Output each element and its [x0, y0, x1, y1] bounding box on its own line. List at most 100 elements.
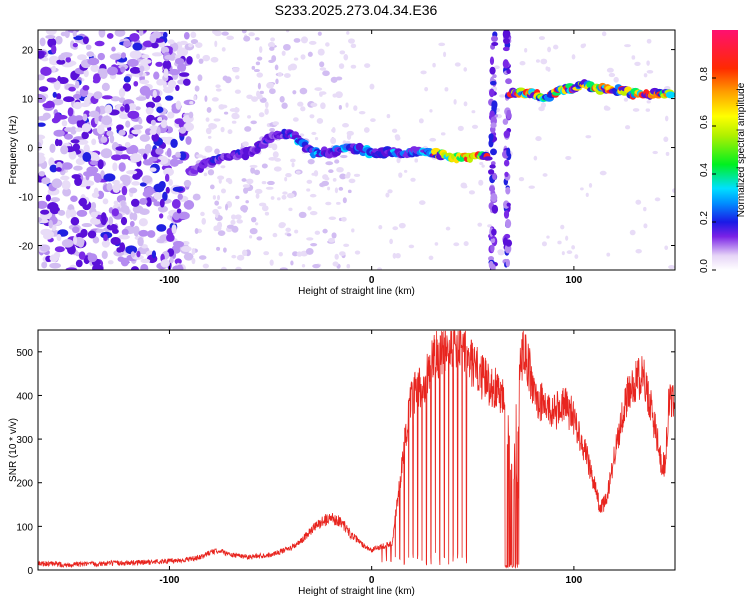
spectrogram-blob — [225, 177, 232, 183]
spectrogram-blob — [392, 226, 399, 231]
spectrogram-blob — [243, 187, 249, 194]
spectrogram-blob — [142, 159, 153, 166]
spectrogram-blob — [557, 240, 562, 245]
spectrogram-blob — [103, 173, 116, 182]
spectrogram-blob — [645, 108, 651, 112]
spectrogram-ytick-label: 20 — [22, 46, 34, 57]
spectrogram-blob — [44, 230, 55, 239]
spectrogram-blob — [429, 109, 433, 113]
spectrogram-blob — [73, 165, 83, 171]
spectrogram-blob — [322, 70, 330, 77]
spectrogram-blob — [652, 150, 658, 155]
spectrogram-blob — [663, 136, 669, 143]
spectrogram-blob — [209, 123, 218, 129]
spectrogram-blob — [177, 63, 187, 72]
spectrogram-blob — [503, 210, 510, 219]
spectrogram-blob — [205, 117, 210, 122]
spectrogram-blob — [263, 251, 270, 256]
spectrogram-blob — [646, 100, 651, 104]
spectrogram-blob — [272, 121, 279, 126]
spectrogram-blob — [463, 101, 468, 107]
snr-ytick-label: 300 — [16, 435, 33, 446]
spectrogram-blob — [420, 70, 427, 75]
spectrogram-blob — [150, 119, 157, 126]
spectrogram-blob — [217, 194, 221, 201]
spectrogram-blob — [341, 216, 347, 222]
spectrogram-blob — [171, 198, 181, 209]
spectrogram-blob — [668, 265, 675, 270]
spectrogram-blob — [504, 171, 509, 178]
spectrogram-blob — [606, 67, 614, 73]
spectrogram-blob — [162, 59, 172, 70]
spectrogram-blob — [308, 40, 317, 45]
spectrogram-blob — [327, 186, 331, 191]
spectrogram-blob — [48, 157, 55, 167]
spectrogram-blob — [266, 143, 275, 148]
spectrogram-blob — [354, 250, 361, 255]
spectrogram-blob — [195, 42, 203, 49]
spectrogram-blob — [646, 38, 652, 44]
spectrogram-blob — [190, 38, 199, 45]
spectrogram-blob — [107, 260, 114, 265]
colorbar-label: Normalized spectral amplitude — [736, 82, 747, 217]
snr-frame — [37, 329, 676, 571]
spectrogram-blob — [91, 201, 97, 210]
spectrogram-blob — [40, 209, 50, 215]
spectrogram-blob — [73, 93, 82, 99]
spectrogram-blob — [292, 251, 299, 257]
spectrogram-blob — [259, 46, 263, 53]
spectrogram-blob — [492, 74, 497, 79]
spectrogram-blob — [151, 133, 160, 142]
spectrogram-blob — [132, 205, 144, 214]
spectrogram-blob — [230, 219, 236, 225]
spectrogram-blob — [264, 211, 270, 216]
spectrogram-blob — [155, 147, 164, 155]
spectrogram-blob — [83, 170, 94, 177]
spectrogram-blob — [339, 50, 346, 55]
spectrogram-blob — [560, 224, 565, 230]
spectrogram-blob — [491, 35, 498, 42]
spectrogram-blob — [38, 94, 47, 103]
spectrogram-blob — [499, 94, 506, 98]
spectrogram-blob — [186, 56, 193, 65]
spectrogram-blob — [212, 30, 218, 35]
spectrogram-blob — [505, 239, 513, 247]
spectrogram-blob — [101, 239, 110, 248]
spectrogram-blob — [156, 238, 165, 244]
spectrogram-blob — [120, 216, 128, 226]
snr-plot-area — [38, 330, 675, 569]
spectrogram-blob — [488, 255, 495, 262]
spectrogram-blob — [296, 251, 303, 257]
spectrogram-blob — [139, 198, 148, 205]
spectrogram-blob — [489, 66, 496, 75]
spectrogram-blob — [132, 124, 143, 130]
colorbar-axes: 0.0 0.2 0.4 0.6 0.8 Normalized spectral ampli… — [699, 67, 747, 273]
spectrogram-ytick-label: -10 — [19, 193, 34, 204]
spectrogram-blob — [78, 197, 88, 207]
spectrogram-blob — [132, 212, 138, 221]
spectrogram-blob — [93, 91, 103, 100]
spectrogram-blob — [235, 266, 242, 270]
spectrogram-blob — [490, 192, 498, 202]
spectrogram-blob — [101, 212, 107, 221]
spectrogram-blob — [164, 54, 176, 60]
spectrogram-xtick-label: 0 — [369, 275, 375, 286]
spectrogram-blob — [261, 181, 267, 185]
spectrogram-blob — [338, 63, 345, 69]
spectrogram-blob — [38, 170, 46, 177]
colorbar-tick-label: 0.8 — [699, 67, 710, 81]
spectrogram-blob — [443, 51, 447, 58]
spectrogram-blob — [42, 112, 51, 120]
spectrogram-blob — [258, 112, 265, 118]
spectrogram-blob — [106, 66, 118, 76]
spectrogram-blob — [163, 167, 174, 177]
spectrogram-blob — [487, 224, 493, 228]
spectrogram-blob — [75, 259, 83, 268]
spectrogram-blob — [206, 107, 212, 113]
spectrogram-blob — [322, 174, 329, 180]
spectrogram-blob — [151, 52, 163, 57]
spectrogram-blob — [314, 137, 319, 141]
spectrogram-blob — [207, 135, 212, 139]
spectrogram-blob — [654, 197, 661, 202]
